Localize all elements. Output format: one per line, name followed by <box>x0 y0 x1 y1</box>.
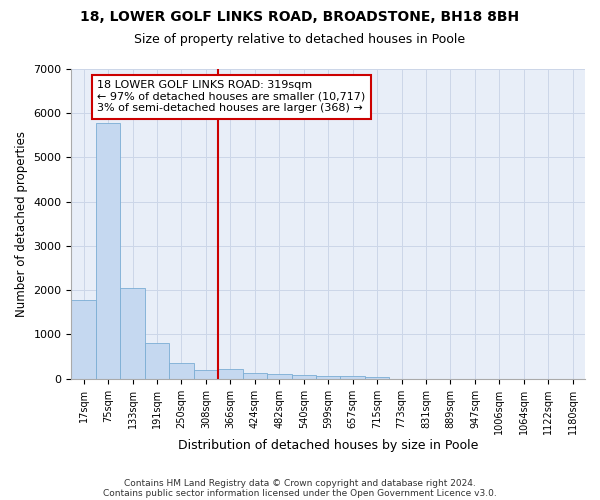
Bar <box>292 375 316 378</box>
Bar <box>145 344 169 378</box>
Bar <box>169 363 194 378</box>
Text: Contains HM Land Registry data © Crown copyright and database right 2024.: Contains HM Land Registry data © Crown c… <box>124 478 476 488</box>
Text: 18, LOWER GOLF LINKS ROAD, BROADSTONE, BH18 8BH: 18, LOWER GOLF LINKS ROAD, BROADSTONE, B… <box>80 10 520 24</box>
Bar <box>71 300 96 378</box>
Text: Size of property relative to detached houses in Poole: Size of property relative to detached ho… <box>134 32 466 46</box>
Bar <box>267 374 292 378</box>
Text: 18 LOWER GOLF LINKS ROAD: 319sqm
← 97% of detached houses are smaller (10,717)
3: 18 LOWER GOLF LINKS ROAD: 319sqm ← 97% o… <box>97 80 365 114</box>
Bar <box>340 376 365 378</box>
Bar <box>242 374 267 378</box>
Text: Contains public sector information licensed under the Open Government Licence v3: Contains public sector information licen… <box>103 488 497 498</box>
X-axis label: Distribution of detached houses by size in Poole: Distribution of detached houses by size … <box>178 440 478 452</box>
Y-axis label: Number of detached properties: Number of detached properties <box>15 131 28 317</box>
Bar <box>218 369 242 378</box>
Bar <box>121 288 145 378</box>
Bar <box>316 376 340 378</box>
Bar <box>194 370 218 378</box>
Bar <box>365 376 389 378</box>
Bar <box>96 123 121 378</box>
